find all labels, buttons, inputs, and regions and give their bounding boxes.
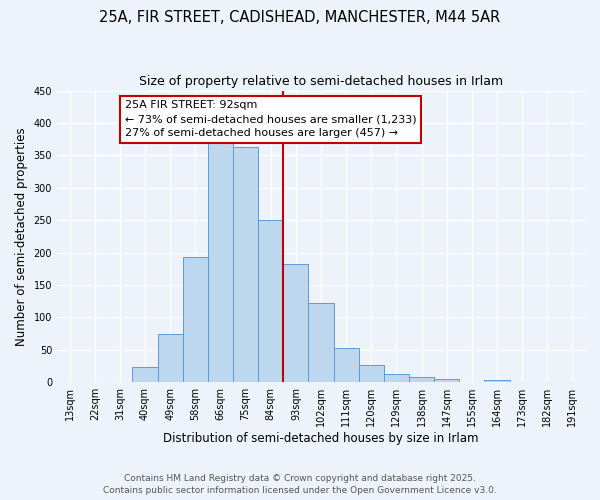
Bar	[233, 147, 258, 382]
Bar	[308, 303, 334, 382]
Bar	[258, 220, 283, 382]
Bar	[133, 368, 158, 382]
Text: Contains HM Land Registry data © Crown copyright and database right 2025.
Contai: Contains HM Land Registry data © Crown c…	[103, 474, 497, 495]
Bar	[384, 374, 409, 382]
Bar	[283, 264, 308, 382]
Bar	[409, 377, 434, 382]
Bar	[334, 348, 359, 382]
Y-axis label: Number of semi-detached properties: Number of semi-detached properties	[15, 127, 28, 346]
Bar	[183, 257, 208, 382]
X-axis label: Distribution of semi-detached houses by size in Irlam: Distribution of semi-detached houses by …	[163, 432, 479, 445]
Title: Size of property relative to semi-detached houses in Irlam: Size of property relative to semi-detach…	[139, 75, 503, 88]
Bar	[359, 366, 384, 382]
Bar	[484, 380, 509, 382]
Text: 25A FIR STREET: 92sqm
← 73% of semi-detached houses are smaller (1,233)
27% of s: 25A FIR STREET: 92sqm ← 73% of semi-deta…	[125, 100, 416, 138]
Bar	[434, 379, 459, 382]
Text: 25A, FIR STREET, CADISHEAD, MANCHESTER, M44 5AR: 25A, FIR STREET, CADISHEAD, MANCHESTER, …	[100, 10, 500, 25]
Bar	[158, 334, 183, 382]
Bar	[208, 139, 233, 382]
